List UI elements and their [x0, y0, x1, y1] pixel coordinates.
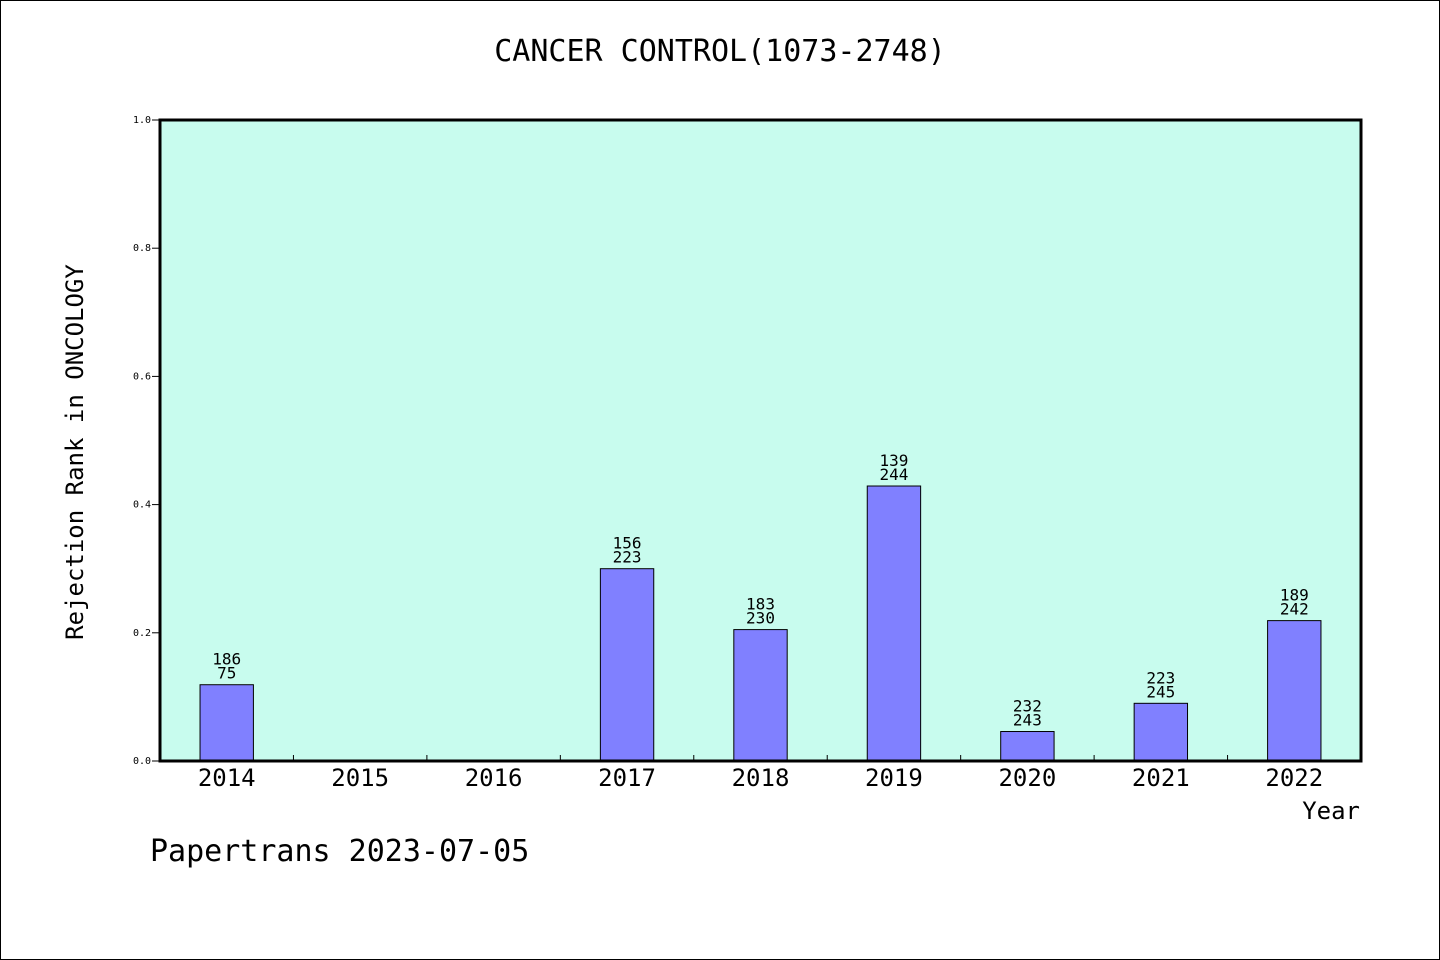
y-tick-label-0.2: 0.2 — [133, 628, 151, 639]
x-tick-label-2019: 2019 — [865, 764, 923, 792]
footer-date-text: Papertrans 2023-07-05 — [150, 834, 530, 869]
y-tick-label-0.4: 0.4 — [133, 500, 151, 511]
x-tick-label-2017: 2017 — [598, 764, 656, 792]
y-tick-label-1.0: 1.0 — [133, 115, 151, 126]
bar-label-total-2018: 230 — [746, 609, 775, 628]
bar-label-total-2022: 242 — [1280, 600, 1309, 619]
bar-label-rank-2020: 232 — [1013, 697, 1042, 716]
bar-label-rank-2022: 189 — [1280, 586, 1309, 605]
y-tick-label-0.0: 0.0 — [133, 756, 151, 767]
bar-label-total-2020: 243 — [1013, 711, 1042, 730]
bar-label-rank-2017: 156 — [613, 534, 642, 553]
x-tick-label-2014: 2014 — [198, 764, 256, 792]
bar-label-total-2019: 244 — [879, 465, 908, 484]
bar-label-rank-2021: 223 — [1146, 668, 1175, 687]
x-tick-label-2022: 2022 — [1265, 764, 1323, 792]
bar-label-rank-2018: 183 — [746, 595, 775, 614]
x-tick-label-2021: 2021 — [1132, 764, 1190, 792]
x-tick-label-2015: 2015 — [331, 764, 389, 792]
y-tick-label-0.6: 0.6 — [133, 371, 151, 382]
bar-label-total-2017: 223 — [613, 548, 642, 567]
y-axis-title: Rejection Rank in ONCOLOGY — [61, 264, 89, 640]
y-tick-label-0.8: 0.8 — [133, 243, 151, 254]
bar-2017 — [599, 568, 655, 762]
x-tick-label-2016: 2016 — [465, 764, 523, 792]
bar-2018 — [733, 629, 788, 762]
chart-title: CANCER CONTROL(1073-2748) — [494, 34, 946, 69]
plot-border — [158, 118, 1363, 763]
bar-label-rank-2014: 186 — [212, 650, 241, 669]
bar-label-total-2014: 75 — [217, 664, 236, 683]
x-axis-title: Year — [1302, 797, 1360, 825]
bar-2019 — [866, 485, 922, 762]
bar-label-rank-2019: 139 — [879, 451, 908, 470]
bar-label-total-2021: 245 — [1146, 682, 1175, 701]
bar-2022 — [1267, 620, 1322, 762]
x-tick-label-2018: 2018 — [732, 764, 790, 792]
x-tick-label-2020: 2020 — [998, 764, 1056, 792]
bar-2021 — [1133, 702, 1189, 762]
bar-2014 — [199, 684, 254, 762]
bar-2020 — [1000, 731, 1055, 762]
